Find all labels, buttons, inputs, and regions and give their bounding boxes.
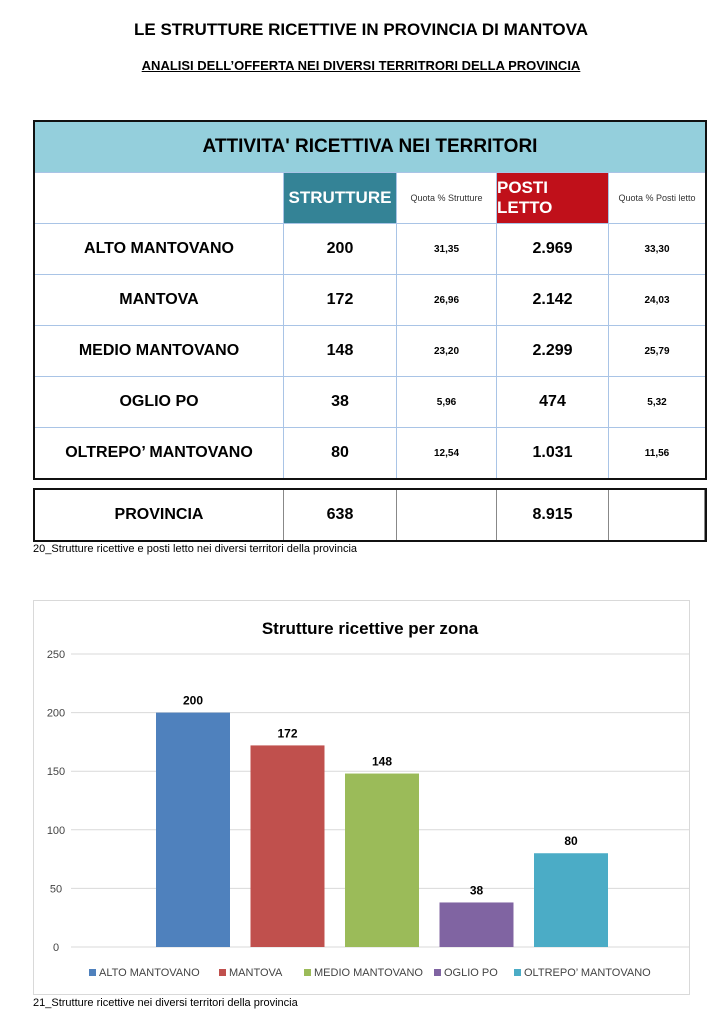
header-posti-letto: POSTI LETTO bbox=[497, 173, 609, 223]
legend-entry: MANTOVA bbox=[229, 967, 283, 979]
table-row: OGLIO PO 38 5,96 474 5,32 bbox=[35, 377, 705, 428]
header-quota-strutture: Quota % Strutture bbox=[397, 173, 497, 223]
document-subtitle: ANALISI DELL’OFFERTA NEI DIVERSI TERRITR… bbox=[141, 58, 581, 73]
cell-strutture: 148 bbox=[284, 326, 397, 376]
cell-quota-posti: 33,30 bbox=[644, 243, 670, 255]
legend-entry: OGLIO PO bbox=[444, 967, 498, 979]
document-title: LE STRUTTURE RICETTIVE IN PROVINCIA DI M… bbox=[134, 20, 588, 39]
data-label: 200 bbox=[183, 694, 203, 708]
header-quota-posti: Quota % Posti letto bbox=[618, 192, 696, 203]
legend-entry: OLTREPO’ MANTOVANO bbox=[524, 967, 651, 979]
cell-strutture: 38 bbox=[284, 377, 397, 427]
bar bbox=[534, 853, 608, 947]
legend-swatch bbox=[434, 969, 441, 976]
bar bbox=[250, 745, 325, 947]
data-label: 148 bbox=[372, 755, 392, 769]
cell-strutture: 200 bbox=[284, 224, 397, 274]
chart-svg: Strutture ricettive per zona 0 50 100 150 200… bbox=[47, 619, 689, 979]
header-empty bbox=[35, 173, 284, 223]
cell-quota-posti: 24,03 bbox=[644, 294, 670, 306]
legend-swatch bbox=[304, 969, 311, 976]
y-tick-label: 50 bbox=[50, 883, 62, 895]
cell-posti-letto: 1.031 bbox=[497, 428, 609, 478]
cell-posti-letto: 2.142 bbox=[497, 275, 609, 325]
total-label: PROVINCIA bbox=[35, 490, 284, 540]
data-label: 80 bbox=[564, 834, 578, 848]
cell-label: MANTOVA bbox=[35, 275, 284, 325]
y-tick-label: 0 bbox=[53, 942, 59, 954]
chart-title: Strutture ricettive per zona bbox=[262, 619, 479, 638]
data-label: 172 bbox=[277, 726, 297, 740]
cell-quota-posti: 5,32 bbox=[647, 396, 667, 408]
cell-posti-letto: 2.969 bbox=[497, 224, 609, 274]
table-row: ALTO MANTOVANO 200 31,35 2.969 33,30 bbox=[35, 224, 705, 275]
table-row: OLTREPO’ MANTOVANO 80 12,54 1.031 11,56 bbox=[35, 428, 705, 478]
cell-quota-strutture: 5,96 bbox=[397, 377, 497, 427]
table-row: MANTOVA 172 26,96 2.142 24,03 bbox=[35, 275, 705, 326]
cell-label: ALTO MANTOVANO bbox=[35, 224, 284, 274]
data-label: 38 bbox=[470, 883, 484, 897]
y-tick-label: 100 bbox=[47, 825, 65, 837]
legend-swatch bbox=[89, 969, 96, 976]
total-quota-strutture bbox=[397, 490, 497, 540]
legend-swatch bbox=[219, 969, 226, 976]
header-strutture: STRUTTURE bbox=[284, 173, 397, 223]
y-tick-label: 150 bbox=[47, 766, 65, 778]
table-header-row: STRUTTURE Quota % Strutture POSTI LETTO … bbox=[35, 173, 705, 224]
cell-posti-letto: 474 bbox=[497, 377, 609, 427]
total-quota-posti bbox=[609, 490, 705, 540]
bar bbox=[439, 902, 514, 947]
bar bbox=[345, 773, 419, 947]
legend-entry: ALTO MANTOVANO bbox=[99, 967, 200, 979]
cell-quota-posti: 11,56 bbox=[644, 447, 670, 459]
cell-strutture: 80 bbox=[284, 428, 397, 478]
cell-label: MEDIO MANTOVANO bbox=[35, 326, 284, 376]
cell-strutture: 172 bbox=[284, 275, 397, 325]
y-tick-label: 250 bbox=[47, 649, 65, 661]
territories-table: ATTIVITA' RICETTIVA NEI TERRITORI STRUTT… bbox=[33, 120, 707, 480]
cell-quota-strutture: 12,54 bbox=[397, 428, 497, 478]
table-row: MEDIO MANTOVANO 148 23,20 2.299 25,79 bbox=[35, 326, 705, 377]
cell-posti-letto: 2.299 bbox=[497, 326, 609, 376]
cell-label: OLTREPO’ MANTOVANO bbox=[35, 428, 284, 478]
caption-chart: 21_Strutture ricettive nei diversi terri… bbox=[33, 997, 298, 1009]
total-strutture: 638 bbox=[284, 490, 397, 540]
cell-quota-posti: 25,79 bbox=[644, 345, 670, 357]
bar-chart: Strutture ricettive per zona 0 50 100 150 200… bbox=[33, 600, 690, 995]
cell-quota-strutture: 26,96 bbox=[397, 275, 497, 325]
cell-label: OGLIO PO bbox=[35, 377, 284, 427]
legend-entry: MEDIO MANTOVANO bbox=[314, 967, 423, 979]
y-tick-label: 200 bbox=[47, 708, 65, 720]
total-posti: 8.915 bbox=[497, 490, 609, 540]
cell-quota-strutture: 23,20 bbox=[397, 326, 497, 376]
bar bbox=[156, 712, 230, 947]
total-row: PROVINCIA 638 8.915 bbox=[33, 488, 707, 542]
cell-quota-strutture: 31,35 bbox=[397, 224, 497, 274]
legend-swatch bbox=[514, 969, 521, 976]
table-title: ATTIVITA' RICETTIVA NEI TERRITORI bbox=[35, 122, 705, 173]
caption-table: 20_Strutture ricettive e posti letto nei… bbox=[33, 543, 358, 555]
